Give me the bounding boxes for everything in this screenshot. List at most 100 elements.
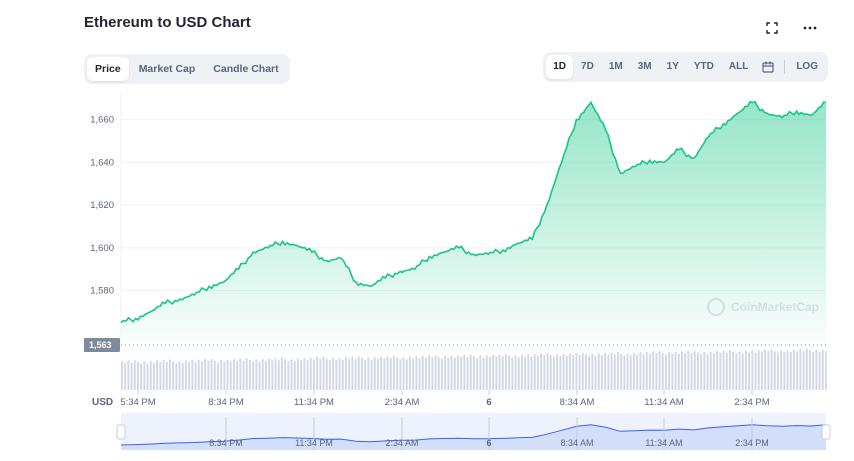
page-title: Ethereum to USD Chart xyxy=(84,14,251,31)
x-tick-label: 2:34 AM xyxy=(385,397,420,408)
volume-bar xyxy=(681,351,683,390)
volume-bar xyxy=(597,353,600,390)
volume-bar xyxy=(601,355,603,390)
volume-bar xyxy=(316,357,318,390)
volume-bar xyxy=(524,356,526,390)
log-toggle[interactable]: LOG xyxy=(796,61,818,72)
volume-bar xyxy=(789,352,792,390)
y-tick-label: 1,660 xyxy=(90,115,114,126)
volume-bar xyxy=(396,357,398,390)
volume-bar xyxy=(361,358,363,390)
volume-bar xyxy=(825,351,827,390)
volume-bar xyxy=(255,359,258,390)
volume-bar xyxy=(735,353,738,390)
volume-bar xyxy=(725,352,728,390)
range-3m[interactable]: 3M xyxy=(637,61,652,72)
volume-bar xyxy=(348,358,350,390)
navigator[interactable]: 8:34 PM 11:34 PM 2:34 AM 6 8:34 AM 11:34 AM 2:… xyxy=(116,413,831,450)
volume-bar xyxy=(770,349,773,390)
volume-bar xyxy=(297,358,299,390)
volume-bar xyxy=(194,362,197,390)
volume-bar xyxy=(693,350,696,390)
volume-bar xyxy=(453,357,456,390)
volume-bars xyxy=(121,348,827,390)
volume-bar xyxy=(418,358,421,390)
volume-bar xyxy=(796,351,798,390)
volume-bar xyxy=(329,360,331,390)
x-tick-label: 8:34 AM xyxy=(560,397,595,408)
chart-type-tabs: Price Market Cap Candle Chart xyxy=(84,54,290,84)
volume-bar xyxy=(261,359,264,390)
volume-bar xyxy=(642,354,645,390)
y-tick-label: 1,620 xyxy=(90,200,114,211)
volume-bar xyxy=(473,356,475,390)
navigator-line xyxy=(120,424,827,446)
volume-bar xyxy=(581,352,584,390)
x-tick-label: 2:34 PM xyxy=(734,397,769,408)
volume-bar xyxy=(271,360,274,390)
volume-bar xyxy=(773,351,776,390)
navigator-handle-right[interactable] xyxy=(821,424,831,440)
volume-bar xyxy=(210,358,213,390)
volume-bar xyxy=(287,361,290,390)
volume-bar xyxy=(370,359,373,390)
volume-bar xyxy=(623,355,626,390)
volume-bar xyxy=(649,353,651,390)
calendar-icon[interactable] xyxy=(756,55,780,79)
volume-bar xyxy=(191,359,194,390)
volume-bar xyxy=(197,359,200,390)
range-1y[interactable]: 1Y xyxy=(666,61,679,72)
volume-bar xyxy=(428,355,430,390)
tab-price[interactable]: Price xyxy=(87,57,129,81)
volume-bar xyxy=(620,353,622,390)
volume-bar xyxy=(748,352,750,390)
navigator-tick-label: 8:34 AM xyxy=(560,438,593,448)
volume-bar xyxy=(389,358,392,390)
volume-bar xyxy=(441,358,443,390)
range-1d[interactable]: 1D xyxy=(546,55,574,79)
volume-bar xyxy=(767,351,770,390)
volume-bar xyxy=(364,359,366,390)
volume-bar xyxy=(153,362,155,390)
range-1m[interactable]: 1M xyxy=(608,61,623,72)
volume-bar xyxy=(604,352,606,390)
tab-candle-chart[interactable]: Candle Chart xyxy=(213,63,279,75)
volume-bar xyxy=(578,355,581,390)
volume-bar xyxy=(223,361,226,390)
volume-bar xyxy=(252,361,254,390)
volume-bar xyxy=(437,356,440,390)
volume-bar xyxy=(722,350,725,390)
volume-bar xyxy=(655,353,658,390)
volume-bar xyxy=(665,354,667,390)
volume-bar xyxy=(738,351,741,390)
volume-bar xyxy=(505,353,507,390)
volume-bar xyxy=(546,353,549,390)
volume-bar xyxy=(229,361,232,390)
volume-bar xyxy=(178,361,181,390)
volume-bar xyxy=(645,352,648,390)
range-ytd[interactable]: YTD xyxy=(693,61,714,72)
tab-market-cap[interactable]: Market Cap xyxy=(138,63,196,75)
range-all[interactable]: ALL xyxy=(728,61,749,72)
volume-bar xyxy=(185,360,187,390)
price-line[interactable] xyxy=(120,100,827,324)
volume-bar xyxy=(668,352,670,390)
volume-bar xyxy=(687,350,690,390)
more-dots-icon[interactable] xyxy=(800,18,820,38)
volume-bar xyxy=(780,350,782,390)
volume-bar xyxy=(495,356,498,390)
volume-bar xyxy=(175,363,178,390)
volume-bar xyxy=(319,358,322,390)
volume-bar xyxy=(703,351,706,390)
volume-bar xyxy=(293,361,296,390)
volume-bar xyxy=(754,352,757,390)
navigator-handle-left[interactable] xyxy=(116,424,126,440)
volume-bar xyxy=(351,356,354,390)
volume-bar xyxy=(313,359,315,390)
volume-bar xyxy=(460,357,462,390)
volume-bar xyxy=(277,360,280,390)
expand-icon[interactable] xyxy=(762,18,782,38)
volume-bar xyxy=(633,352,635,390)
range-7d[interactable]: 7D xyxy=(581,61,594,72)
